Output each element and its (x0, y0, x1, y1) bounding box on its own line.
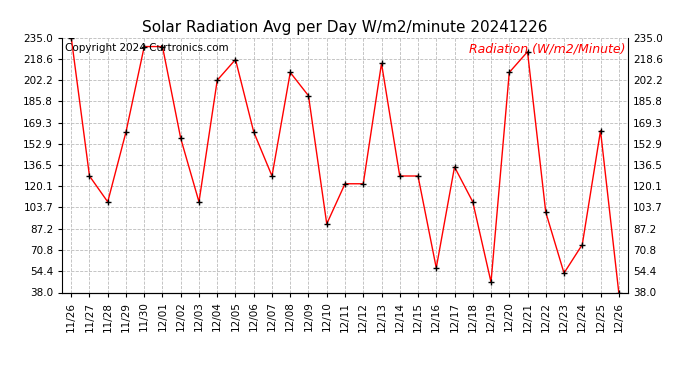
Title: Solar Radiation Avg per Day W/m2/minute 20241226: Solar Radiation Avg per Day W/m2/minute … (142, 20, 548, 35)
Text: Radiation (W/m2/Minute): Radiation (W/m2/Minute) (469, 43, 625, 56)
Text: Copyright 2024 Curtronics.com: Copyright 2024 Curtronics.com (65, 43, 228, 52)
